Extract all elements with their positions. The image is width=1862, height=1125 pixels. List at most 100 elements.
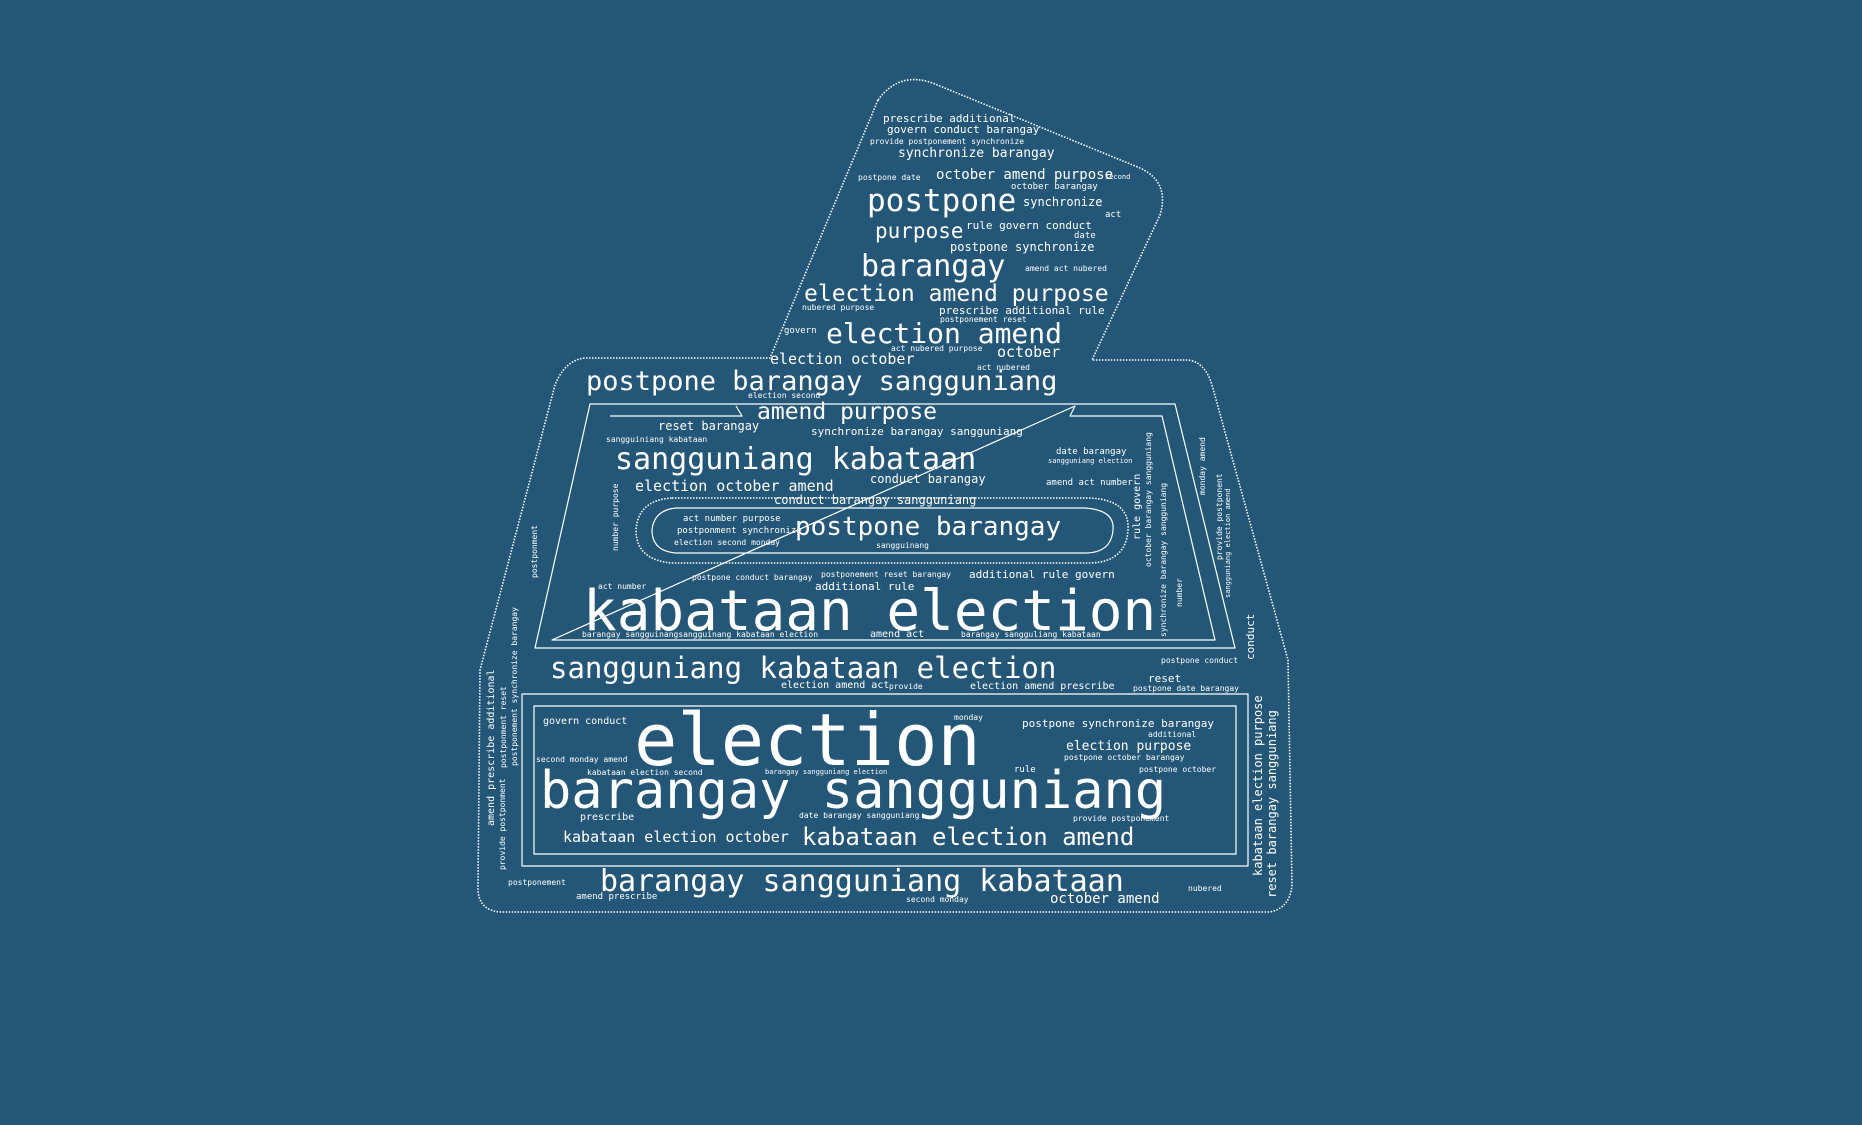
word: second monday amend: [536, 755, 628, 764]
word: barangay sangguniang: [540, 761, 1166, 821]
word: number: [1175, 578, 1184, 607]
word: date: [1074, 231, 1096, 241]
word: kabataan election amend: [802, 823, 1134, 851]
word: election october: [770, 350, 915, 368]
word: prescribe additional: [883, 112, 1015, 125]
word: postponment reset: [499, 686, 508, 768]
word: kabataan election second: [587, 768, 703, 777]
word: postponement: [508, 878, 566, 887]
word: number purpose: [611, 483, 620, 551]
word: amend purpose: [757, 399, 937, 425]
word: conduct barangay: [870, 472, 986, 486]
word: synchronize barangay sangguniang: [1159, 483, 1168, 637]
word: barangay sangguniang kabataan: [600, 864, 1124, 899]
word: postponement reset: [940, 315, 1027, 324]
word: synchronize barangay: [898, 146, 1055, 161]
word: election october amend: [635, 477, 834, 495]
word: act nubered: [977, 363, 1030, 372]
word: election amend purpose: [804, 281, 1109, 307]
word: nubered: [1188, 884, 1222, 893]
word: postpone synchronize barangay: [1022, 717, 1214, 730]
word: additional rule govern: [969, 568, 1115, 581]
word: kabataan election purpose: [1251, 695, 1265, 876]
word: barangay sangguliang kabataan: [961, 630, 1101, 639]
word: prescribe: [580, 812, 634, 823]
word: provide postponement synchronize: [870, 137, 1024, 146]
word: kabataan election october: [563, 828, 789, 846]
word: additional rule: [815, 580, 914, 593]
word: reset barangay: [658, 419, 759, 433]
ballot-slot-inner: [651, 507, 1114, 554]
word: sangguinang: [876, 541, 929, 550]
word: amend prescribe: [576, 892, 657, 902]
word: act number: [598, 582, 646, 591]
word: postpone barangay: [795, 512, 1061, 542]
word: postpone synchronize: [950, 240, 1095, 254]
word: postpone october barangay: [1064, 753, 1185, 762]
word: additional: [1148, 730, 1196, 739]
word: second monday: [906, 895, 969, 904]
word: monday: [954, 713, 983, 722]
word: amend act: [870, 629, 924, 640]
word: provide postponment: [498, 778, 507, 870]
word: october amend: [1050, 891, 1160, 907]
word: postpone date barangay: [1133, 684, 1239, 693]
word: act: [1105, 210, 1121, 220]
word: postpone october: [1139, 765, 1216, 774]
word: date barangay: [1056, 447, 1127, 457]
word: sangguniang kabataan election: [550, 651, 1056, 685]
ballot-slot: [635, 497, 1129, 564]
word: rule: [1014, 765, 1036, 775]
word: election purpose: [1066, 739, 1191, 754]
word: barangay sangguniang election: [765, 768, 887, 776]
word: govern: [784, 326, 817, 336]
word: govern conduct barangay: [887, 123, 1040, 136]
word: reset: [1148, 672, 1181, 685]
word: second: [1105, 173, 1130, 181]
word: prescribe additional rule: [939, 304, 1105, 317]
word: provide postponent: [1215, 473, 1224, 560]
word: postpone conduct: [1161, 656, 1238, 665]
word: amend prescribe additional: [486, 669, 497, 826]
word: barangay sangguinangsangguinang kabataan…: [582, 630, 818, 639]
ballot-box-outline: [477, 78, 1293, 913]
word: conduct: [1244, 614, 1257, 660]
box-top-outline: [534, 403, 1236, 649]
word: act nubered purpose: [891, 344, 983, 353]
word: postpone conduct barangay: [692, 573, 813, 582]
word: postponment synchronize: [677, 526, 802, 536]
word: amend act number: [1046, 478, 1133, 488]
word: rule govern: [1132, 474, 1143, 540]
word: postponement synchronize barangay: [510, 607, 519, 766]
word: provide postponement: [1073, 814, 1170, 823]
word: sangguniang election: [1048, 457, 1132, 465]
word: election second monday: [674, 538, 780, 547]
word: october barangay: [1011, 182, 1098, 192]
word: october: [997, 343, 1060, 361]
word: nubered purpose: [802, 303, 874, 312]
word: postpone: [867, 183, 1016, 219]
word: purpose: [875, 219, 964, 243]
box-top-inner-outline: [551, 405, 1216, 641]
word: synchronize barangay sangguniang: [811, 425, 1023, 438]
word: monday amend: [1198, 437, 1207, 495]
word: election second: [748, 391, 820, 400]
word: rule govern conduct: [966, 219, 1092, 232]
word: reset barangay sangguniang: [1265, 710, 1279, 898]
word: postponement reset barangay: [821, 570, 951, 579]
word: kabataan election: [583, 579, 1156, 644]
ballot-box-icon: [477, 78, 1293, 913]
word: sangguniang kabataan: [615, 442, 976, 477]
word: conduct barangay sangguniang: [774, 493, 976, 507]
word: govern conduct: [543, 716, 627, 727]
front-panel-inner: [533, 705, 1237, 855]
front-panel-outer: [521, 693, 1249, 867]
word: act number purpose: [683, 514, 781, 524]
word: sangguniang election amend: [1224, 488, 1232, 598]
word: october barangay sangguniang: [1144, 432, 1153, 567]
word: postpone date: [858, 173, 921, 182]
word: provide: [889, 682, 923, 691]
word: election amend act: [781, 680, 889, 691]
word: barangay: [861, 249, 1006, 284]
